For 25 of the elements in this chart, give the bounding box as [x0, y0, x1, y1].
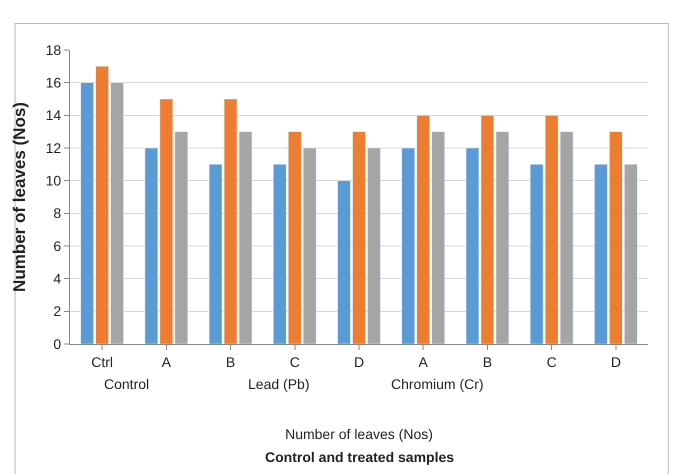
x-tick-label: B: [226, 354, 236, 370]
x-tick-label: Ctrl: [91, 354, 113, 370]
x-axis-title: Number of leaves (Nos): [285, 426, 433, 442]
y-tick-label: 6: [53, 238, 62, 254]
text: Control: [104, 376, 150, 392]
y-tick-label: 4: [53, 270, 62, 287]
x-tick-label: A: [162, 354, 172, 370]
x-tick-label: B: [482, 354, 492, 370]
y-tick-label: 18: [46, 42, 62, 58]
text: Lead (Pb): [248, 376, 310, 392]
text: Control and treated samples: [265, 449, 454, 465]
y-axis-title: Number of leaves (Nos): [10, 102, 30, 292]
y-tick-label: 16: [46, 74, 62, 91]
text: Chromium (Cr): [391, 376, 484, 392]
y-tick-label: 10: [46, 172, 62, 189]
x-tick-label: C: [546, 354, 557, 370]
x-tick-label: C: [290, 354, 300, 370]
y-tick-label: 14: [46, 107, 62, 124]
x-tick-label: A: [418, 354, 429, 370]
y-tick-label: 0: [53, 336, 62, 352]
y-tick-label: 2: [53, 303, 62, 320]
y-tick-label: 12: [46, 140, 62, 156]
y-tick-label: 8: [53, 205, 62, 222]
x-tick-label: D: [354, 354, 364, 370]
x-tick-label: D: [610, 354, 621, 370]
